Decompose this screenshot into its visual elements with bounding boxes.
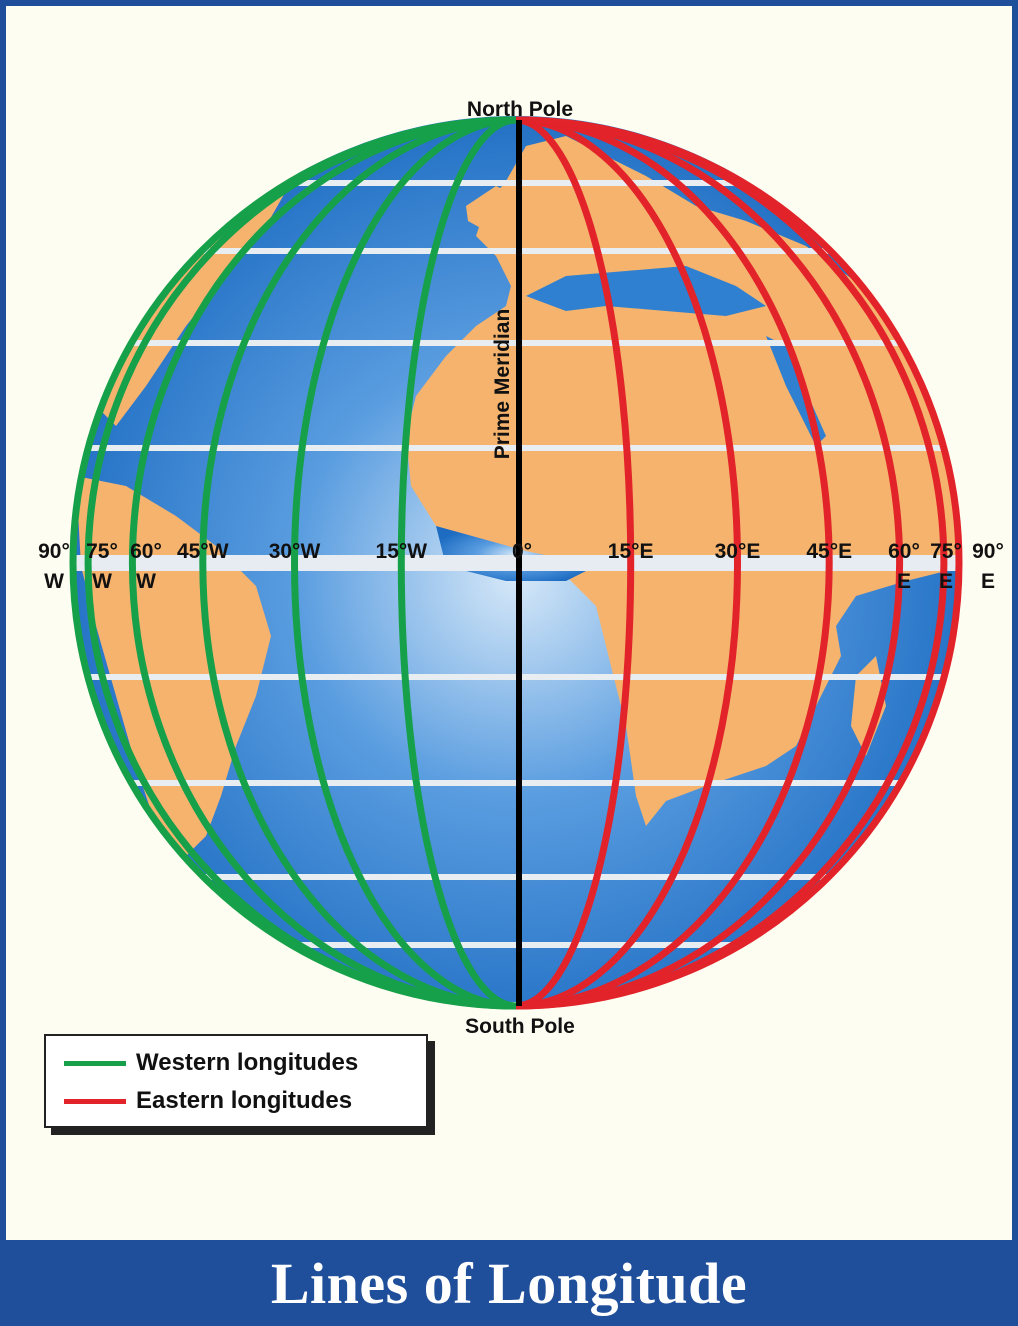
- legend-label-eastern: Eastern longitudes: [136, 1087, 353, 1114]
- label-90w: 90°: [38, 540, 70, 563]
- latitude-line: [73, 780, 959, 786]
- legend-item-western: Western longitudes: [64, 1048, 358, 1078]
- label-90w-suffix: W: [44, 570, 64, 593]
- meridian-90e: [515, 116, 963, 1010]
- meridian-60e: [515, 116, 904, 1010]
- globe-diagram: North Pole South Pole Prime Meridian 15°…: [38, 98, 1004, 1038]
- europe-west-land: [466, 186, 516, 231]
- label-30w: 30°W: [269, 540, 321, 563]
- north-america-land: [96, 156, 306, 426]
- label-75e: 75°: [930, 540, 962, 563]
- latitude-line: [73, 180, 959, 186]
- meridian-45e: [515, 116, 833, 1010]
- legend: Western longitudes Eastern longitudes: [44, 1034, 428, 1128]
- title-bar: Lines of Longitude: [0, 1240, 1018, 1326]
- meridian-labels: North Pole South Pole Prime Meridian 15°…: [38, 98, 1004, 1038]
- label-75w: 75°: [86, 540, 118, 563]
- latitude-line: [73, 248, 959, 254]
- label-60w: 60°: [130, 540, 162, 563]
- legend-swatch-eastern: [64, 1098, 126, 1104]
- prime-meridian-label: Prime Meridian: [491, 309, 514, 460]
- label-90e: 90°: [972, 540, 1004, 563]
- label-60e-suffix: E: [897, 570, 911, 593]
- meridian-75w: [84, 116, 517, 1010]
- madagascar-land: [851, 656, 886, 756]
- meridian-75e: [515, 116, 948, 1010]
- label-0: 0°: [512, 540, 532, 563]
- meridian-15e: [515, 116, 635, 1010]
- label-75e-suffix: E: [939, 570, 953, 593]
- meridian-15w: [397, 116, 517, 1010]
- legend-label-western: Western longitudes: [136, 1049, 359, 1076]
- latitude-line: [73, 942, 959, 948]
- legend-item-eastern: Eastern longitudes: [64, 1086, 352, 1116]
- latitude-line: [73, 674, 959, 680]
- page-title: Lines of Longitude: [270, 1250, 748, 1316]
- label-60w-suffix: W: [136, 570, 156, 593]
- north-pole-label: North Pole: [467, 98, 573, 121]
- legend-swatch-western: [64, 1060, 126, 1066]
- longitude-lines: [69, 116, 963, 1010]
- label-30e: 30°E: [715, 540, 761, 563]
- mediterranean-sea: [526, 266, 766, 316]
- meridian-90w: [69, 116, 517, 1010]
- label-45e: 45°E: [806, 540, 852, 563]
- label-60e: 60°: [888, 540, 920, 563]
- meridian-30w: [291, 116, 517, 1010]
- latitude-line: [73, 874, 959, 880]
- south-pole-label: South Pole: [465, 1015, 575, 1038]
- label-90e-suffix: E: [981, 570, 995, 593]
- meridian-60w: [128, 116, 517, 1010]
- label-75w-suffix: W: [92, 570, 112, 593]
- meridian-45w: [199, 116, 517, 1010]
- meridian-30e: [515, 116, 741, 1010]
- label-45w: 45°W: [177, 540, 229, 563]
- label-15e: 15°E: [608, 540, 654, 563]
- label-15w: 15°W: [376, 540, 428, 563]
